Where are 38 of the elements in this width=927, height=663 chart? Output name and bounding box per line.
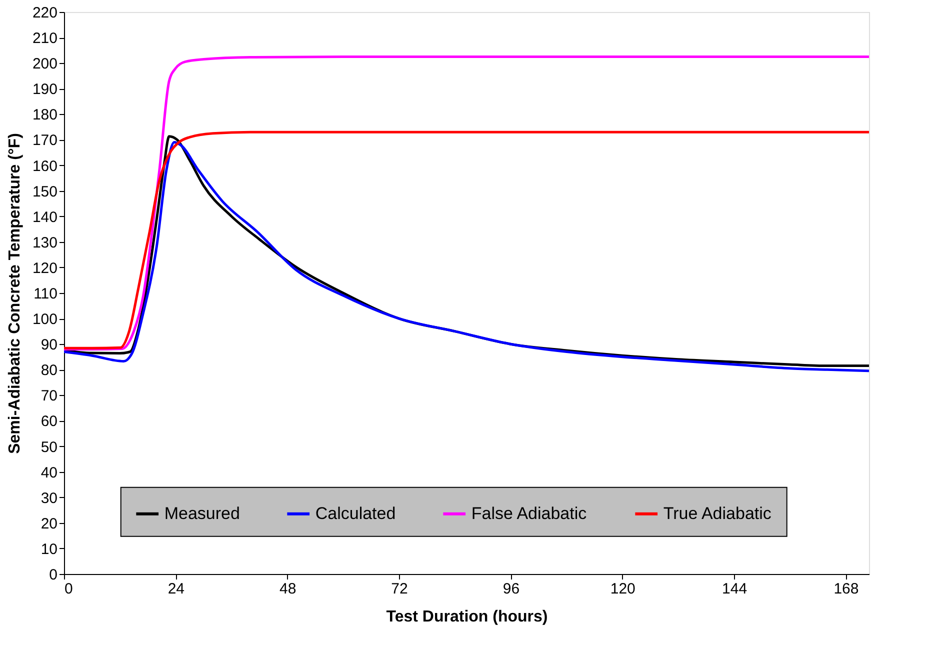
x-axis-title: Test Duration (hours): [386, 608, 548, 626]
y-tick-label: 50: [40, 438, 58, 456]
y-axis-title: Semi-Adiabatic Concrete Temperature (°F): [6, 133, 24, 454]
y-tick-label: 190: [32, 81, 58, 98]
y-tick-label: 200: [32, 56, 58, 73]
x-tick-label: 0: [64, 580, 73, 598]
y-tick-label: 60: [40, 413, 58, 430]
legend-label: False Adiabatic: [471, 504, 588, 523]
y-tick-label: 220: [32, 4, 58, 22]
y-tick-label: 80: [40, 362, 58, 380]
x-tick-label: 96: [502, 580, 520, 598]
y-tick-label: 130: [32, 234, 58, 252]
y-tick-label: 210: [32, 30, 58, 48]
y-tick-label: 10: [40, 540, 58, 558]
y-tick-label: 140: [32, 208, 58, 226]
legend-label: Measured: [164, 504, 240, 523]
y-tick-label: 170: [32, 132, 58, 150]
x-tick-label: 168: [834, 580, 859, 598]
legend-label: True Adiabatic: [663, 504, 772, 523]
y-tick-label: 150: [32, 183, 58, 200]
y-tick-label: 180: [32, 106, 58, 124]
y-tick-label: 40: [40, 464, 58, 482]
legend-label: Calculated: [315, 504, 396, 523]
y-tick-label: 110: [34, 286, 58, 302]
y-tick-label: 100: [32, 311, 58, 328]
y-tick-label: 70: [40, 388, 58, 405]
x-tick-label: 120: [610, 580, 636, 598]
y-tick-label: 90: [40, 336, 58, 354]
x-tick-label: 72: [391, 580, 408, 598]
x-tick-label: 48: [280, 580, 296, 598]
y-tick-label: 120: [32, 260, 58, 277]
x-tick-label: 24: [168, 580, 185, 598]
y-tick-label: 160: [32, 158, 58, 175]
x-tick-label: 144: [722, 580, 748, 598]
y-tick-label: 0: [49, 566, 58, 584]
y-tick-label: 30: [40, 490, 58, 507]
y-tick-label: 20: [40, 515, 58, 532]
line-series: [64, 55, 869, 350]
